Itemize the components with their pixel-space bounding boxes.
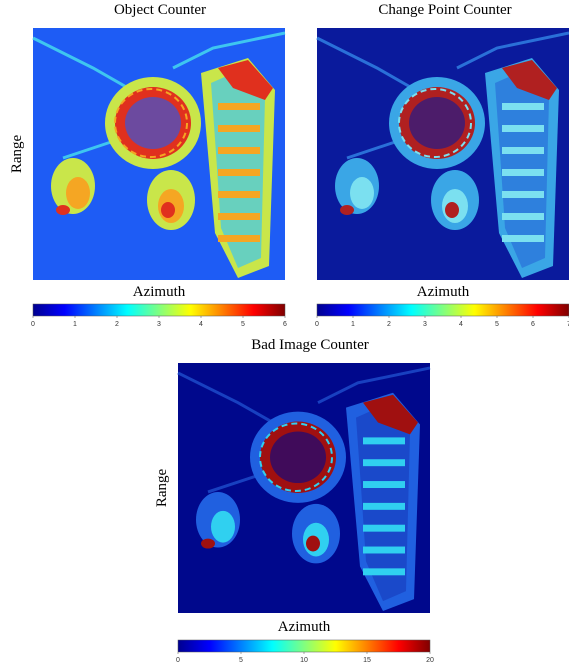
colorbar-tick-label: 6 — [283, 321, 287, 328]
heatmap-region — [218, 103, 260, 110]
heatmap-region — [363, 481, 405, 488]
heatmap-region — [125, 97, 181, 149]
heatmap-region — [218, 235, 260, 242]
x-axis-label: Azimuth — [278, 619, 331, 635]
colorbar — [33, 304, 285, 316]
heatmap-region — [502, 169, 544, 176]
heatmap-region — [56, 205, 70, 215]
heatmap-region — [201, 539, 215, 549]
colorbar-tick-label: 10 — [300, 657, 308, 664]
colorbar-tick-label: 0 — [31, 321, 35, 328]
colorbar-tick-label: 3 — [423, 321, 427, 328]
heatmap-region — [363, 525, 405, 532]
heatmap — [33, 28, 285, 280]
colorbar-tick-label: 5 — [239, 657, 243, 664]
colorbar-tick-label: 0 — [315, 321, 319, 328]
heatmap-region — [363, 568, 405, 575]
colorbar-tick-label: 5 — [495, 321, 499, 328]
heatmap-region — [363, 459, 405, 466]
heatmap-region — [340, 205, 354, 215]
heatmap-region — [218, 213, 260, 220]
heatmap-region — [363, 437, 405, 444]
heatmap — [178, 363, 430, 613]
colorbar-tick-label: 15 — [363, 657, 371, 664]
colorbar — [178, 640, 430, 652]
heatmap-region — [161, 202, 175, 218]
colorbar-tick-label: 20 — [426, 657, 434, 664]
heatmap-region — [306, 536, 320, 552]
chart-title: Change Point Counter — [378, 2, 511, 18]
heatmap-region — [218, 125, 260, 132]
colorbar-tick-label: 1 — [73, 321, 77, 328]
colorbar-tick-label: 4 — [459, 321, 463, 328]
colorbar — [317, 304, 569, 316]
heatmap-region — [211, 511, 235, 543]
heatmap-region — [502, 213, 544, 220]
colorbar-tick-label: 6 — [531, 321, 535, 328]
heatmap-region — [502, 147, 544, 154]
colorbar-tick-label: 2 — [115, 321, 119, 328]
heatmap — [317, 28, 569, 280]
heatmap-region — [502, 191, 544, 198]
colorbar-tick-label: 2 — [387, 321, 391, 328]
chart-title: Object Counter — [114, 2, 206, 18]
heatmap-region — [409, 97, 465, 149]
x-axis-label: Azimuth — [133, 284, 186, 300]
heatmap-region — [363, 547, 405, 554]
heatmap-region — [502, 235, 544, 242]
heatmap-region — [445, 202, 459, 218]
heatmap-region — [218, 191, 260, 198]
heatmap-region — [218, 147, 260, 154]
heatmap-region — [218, 169, 260, 176]
heatmap-region — [502, 125, 544, 132]
colorbar-tick-label: 1 — [351, 321, 355, 328]
y-axis-label: Range — [154, 469, 170, 508]
heatmap-region — [270, 431, 326, 483]
y-axis-label: Range — [9, 135, 25, 174]
heatmap-region — [502, 103, 544, 110]
x-axis-label: Azimuth — [417, 284, 470, 300]
colorbar-tick-label: 0 — [176, 657, 180, 664]
heatmap-region — [66, 177, 90, 209]
heatmap-region — [363, 503, 405, 510]
heatmap-region — [350, 177, 374, 209]
colorbar-tick-label: 3 — [157, 321, 161, 328]
chart-title: Bad Image Counter — [251, 337, 368, 353]
colorbar-tick-label: 5 — [241, 321, 245, 328]
colorbar-tick-label: 4 — [199, 321, 203, 328]
figure: Object Counter Azimuth Range 0 1 2 3 4 5 6 Change … — [0, 0, 569, 665]
